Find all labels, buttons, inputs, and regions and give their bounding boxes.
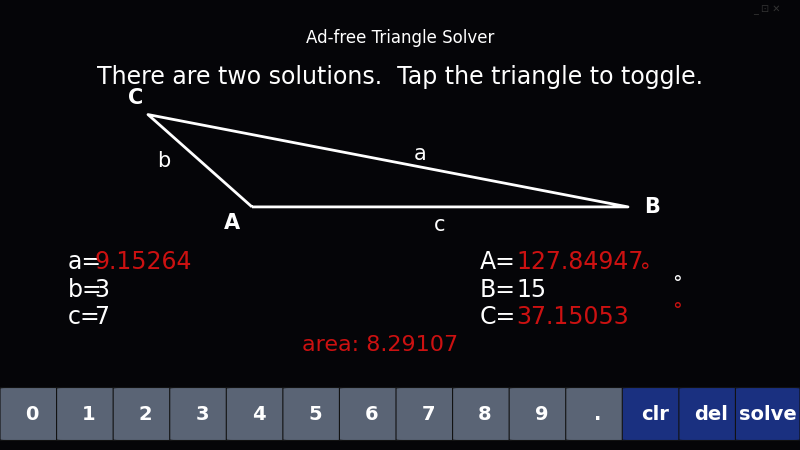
Text: 7: 7 <box>94 305 110 329</box>
FancyBboxPatch shape <box>735 387 800 441</box>
FancyBboxPatch shape <box>339 387 404 441</box>
Text: 2: 2 <box>138 405 152 423</box>
Text: B=: B= <box>480 278 516 302</box>
Text: 37.15053: 37.15053 <box>516 305 629 329</box>
Text: C=: C= <box>480 305 516 329</box>
Text: A=: A= <box>480 250 516 274</box>
Text: °: ° <box>672 274 682 292</box>
Text: °: ° <box>640 262 650 282</box>
FancyBboxPatch shape <box>396 387 461 441</box>
Text: _ ⊡ ✕: _ ⊡ ✕ <box>753 5 780 15</box>
Text: 0: 0 <box>26 405 39 423</box>
FancyBboxPatch shape <box>0 387 65 441</box>
Text: c: c <box>434 215 446 235</box>
FancyBboxPatch shape <box>566 387 630 441</box>
Text: 9.15264: 9.15264 <box>94 250 192 274</box>
FancyBboxPatch shape <box>113 387 178 441</box>
FancyBboxPatch shape <box>170 387 234 441</box>
Text: a=: a= <box>68 250 102 274</box>
FancyBboxPatch shape <box>57 387 121 441</box>
Text: °: ° <box>672 301 682 320</box>
FancyBboxPatch shape <box>679 387 743 441</box>
Text: solve: solve <box>739 405 797 423</box>
Text: 9: 9 <box>534 405 548 423</box>
FancyBboxPatch shape <box>453 387 517 441</box>
Text: a: a <box>414 144 426 164</box>
FancyBboxPatch shape <box>622 387 687 441</box>
FancyBboxPatch shape <box>509 387 574 441</box>
Text: 8: 8 <box>478 405 492 423</box>
Text: A: A <box>224 213 240 233</box>
Text: del: del <box>694 405 728 423</box>
Text: C: C <box>128 88 144 108</box>
Text: area: 8.29107: area: 8.29107 <box>302 335 458 355</box>
Text: 4: 4 <box>252 405 266 423</box>
Text: 127.84947: 127.84947 <box>516 250 643 274</box>
Text: 6: 6 <box>365 405 378 423</box>
Text: Ad-free Triangle Solver: Ad-free Triangle Solver <box>306 29 494 47</box>
Text: There are two solutions.  Tap the triangle to toggle.: There are two solutions. Tap the triangl… <box>97 65 703 89</box>
FancyBboxPatch shape <box>226 387 291 441</box>
Text: 1: 1 <box>82 405 96 423</box>
Text: 7: 7 <box>422 405 435 423</box>
Text: 15: 15 <box>516 278 546 302</box>
Text: b: b <box>158 151 170 171</box>
Text: .: . <box>594 405 602 423</box>
Text: B: B <box>644 197 660 217</box>
Text: 3: 3 <box>195 405 209 423</box>
FancyBboxPatch shape <box>283 387 347 441</box>
Text: b=: b= <box>68 278 102 302</box>
Text: 3: 3 <box>94 278 110 302</box>
Text: c=: c= <box>68 305 101 329</box>
Text: clr: clr <box>641 405 669 423</box>
Text: 5: 5 <box>308 405 322 423</box>
